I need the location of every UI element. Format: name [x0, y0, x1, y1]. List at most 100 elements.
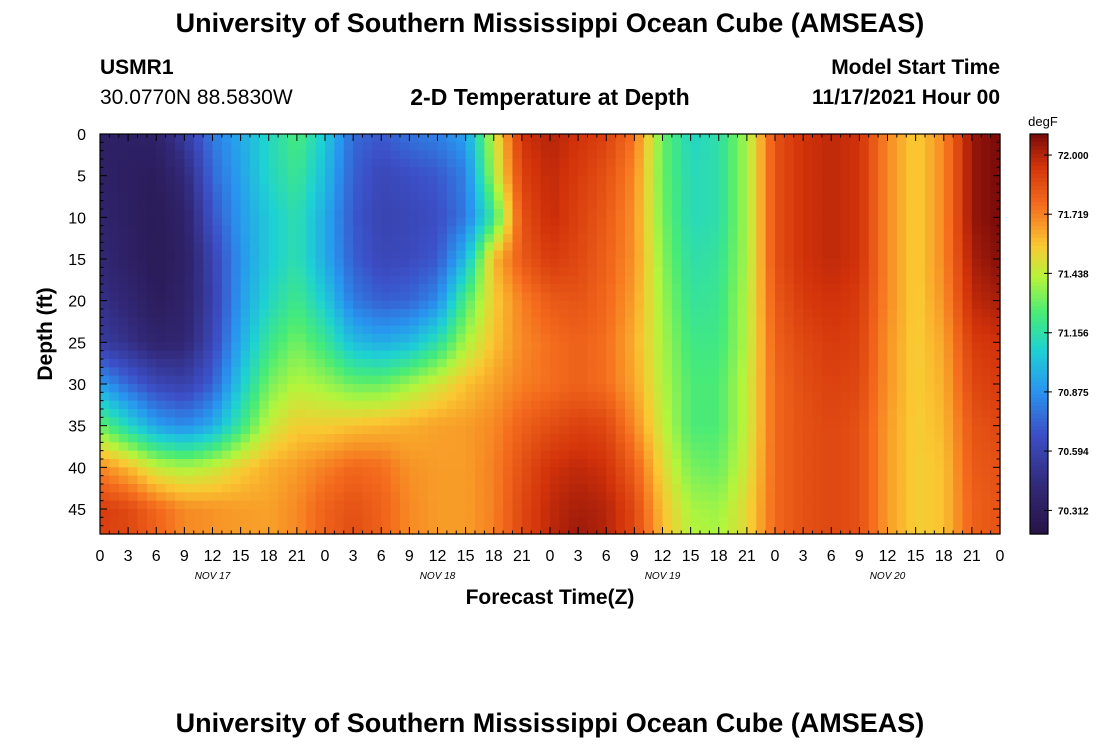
heatmap-cell: [118, 175, 129, 185]
heatmap-cell: [278, 192, 289, 202]
heatmap-cell: [681, 442, 692, 452]
heatmap-cell: [475, 175, 485, 185]
heatmap-cell: [775, 250, 785, 260]
heatmap-cell: [437, 284, 448, 293]
heatmap-cell: [137, 459, 148, 468]
heatmap-cell: [568, 309, 579, 318]
heatmap-cell: [268, 284, 279, 293]
heatmap-cell: [531, 250, 542, 260]
heatmap-cell: [531, 209, 542, 218]
heatmap-cell: [765, 425, 776, 435]
heatmap-cell: [700, 234, 710, 243]
heatmap-cell: [934, 375, 945, 385]
heatmap-cell: [700, 192, 710, 202]
heatmap-cell: [146, 267, 157, 277]
heatmap-cell: [934, 492, 945, 502]
heatmap-cell: [456, 417, 467, 427]
heatmap-cell: [793, 442, 804, 452]
heatmap-cell: [259, 250, 270, 260]
heatmap-cell: [859, 192, 870, 202]
heatmap-cell: [250, 509, 260, 518]
heatmap-cell: [681, 309, 692, 318]
heatmap-cell: [540, 309, 551, 318]
heatmap-cell: [615, 300, 626, 310]
heatmap-cell: [568, 267, 579, 277]
heatmap-cell: [400, 525, 410, 535]
heatmap-cell: [418, 475, 429, 485]
heatmap-cell: [868, 367, 879, 377]
heatmap-cell: [681, 375, 692, 385]
heatmap-cell: [765, 267, 776, 277]
heatmap-cell: [953, 134, 964, 143]
heatmap-cell: [240, 134, 251, 143]
heatmap-cell: [812, 200, 823, 210]
heatmap-cell: [812, 517, 823, 527]
heatmap-cell: [240, 392, 251, 402]
heatmap-cell: [700, 142, 710, 152]
heatmap-cell: [531, 467, 542, 477]
heatmap-cell: [128, 284, 139, 293]
heatmap-cell: [868, 375, 879, 385]
heatmap-cell: [540, 209, 551, 218]
heatmap-cell: [906, 275, 917, 285]
heatmap-cell: [259, 225, 270, 235]
heatmap-cell: [840, 425, 851, 435]
heatmap-cell: [531, 309, 542, 318]
heatmap-cell: [840, 192, 851, 202]
heatmap-cell: [521, 425, 532, 435]
heatmap-cell: [306, 342, 317, 352]
heatmap-cell: [625, 334, 635, 343]
heatmap-cell: [475, 517, 485, 527]
heatmap-cell: [550, 500, 560, 510]
heatmap-cell: [493, 175, 504, 185]
heatmap-cell: [887, 234, 898, 243]
heatmap-cell: [371, 492, 382, 502]
heatmap-cell: [709, 425, 720, 435]
heatmap-cell: [259, 159, 270, 168]
heatmap-cell: [737, 267, 748, 277]
heatmap-cell: [925, 392, 935, 402]
heatmap-cell: [709, 392, 720, 402]
heatmap-cell: [587, 342, 598, 352]
heatmap-cell: [718, 267, 729, 277]
heatmap-cell: [803, 300, 814, 310]
heatmap-cell: [840, 517, 851, 527]
heatmap-cell: [484, 275, 495, 285]
heatmap-cell: [212, 259, 223, 268]
heatmap-cell: [175, 359, 185, 368]
heatmap-cell: [390, 500, 401, 510]
heatmap-cell: [465, 192, 476, 202]
heatmap-cell: [503, 342, 514, 352]
heatmap-cell: [109, 417, 120, 427]
heatmap-cell: [540, 259, 551, 268]
heatmap-cell: [418, 459, 429, 468]
heatmap-cell: [540, 234, 551, 243]
heatmap-cell: [896, 517, 907, 527]
heatmap-cell: [521, 342, 532, 352]
heatmap-cell: [118, 225, 129, 235]
heatmap-cell: [428, 342, 439, 352]
heatmap-cell: [859, 459, 870, 468]
heatmap-cell: [868, 350, 879, 360]
heatmap-cell: [493, 475, 504, 485]
heatmap-cell: [493, 400, 504, 410]
heatmap-cell: [118, 184, 129, 193]
heatmap-cell: [456, 175, 467, 185]
heatmap-cell: [896, 209, 907, 218]
heatmap-cell: [943, 175, 954, 185]
heatmap-cell: [653, 159, 664, 168]
heatmap-cell: [531, 217, 542, 227]
heatmap-cell: [775, 375, 785, 385]
heatmap-cell: [812, 150, 823, 160]
heatmap-cell: [643, 517, 654, 527]
heatmap-cell: [728, 375, 739, 385]
heatmap-cell: [550, 359, 560, 368]
heatmap-cell: [709, 250, 720, 260]
heatmap-cell: [437, 159, 448, 168]
heatmap-cell: [109, 192, 120, 202]
heatmap-cell: [315, 275, 326, 285]
heatmap-cell: [568, 334, 579, 343]
heatmap-cell: [540, 434, 551, 443]
heatmap-cell: [446, 267, 457, 277]
heatmap-cell: [418, 525, 429, 535]
